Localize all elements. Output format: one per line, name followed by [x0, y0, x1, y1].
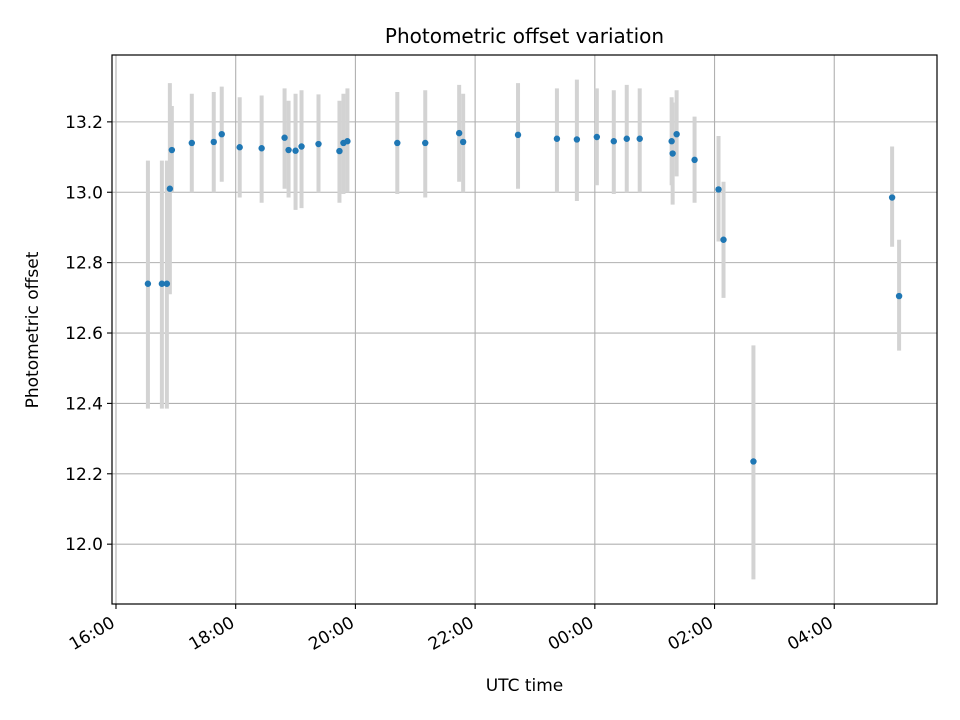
grid-layer [112, 55, 937, 604]
data-point [285, 146, 292, 154]
plot-frame [111, 54, 938, 605]
data-point [188, 139, 196, 147]
data-point [394, 139, 401, 147]
y-tick-label: 13.0 [65, 183, 103, 203]
data-point [888, 194, 896, 201]
data-point [623, 135, 630, 142]
data-point [292, 147, 299, 154]
data-point [750, 458, 757, 465]
data-point [610, 138, 617, 145]
data-point [691, 156, 698, 164]
data-point [298, 143, 305, 150]
data-point [668, 138, 675, 145]
y-tick-label: 12.8 [65, 254, 103, 274]
y-tick-label: 12.6 [65, 324, 103, 344]
data-point [720, 236, 727, 243]
y-axis-label: Photometric offset [23, 251, 43, 408]
data-point [514, 131, 522, 139]
data-point [163, 280, 171, 287]
y-tick-label: 12.4 [65, 394, 103, 414]
data-point [895, 292, 903, 300]
data-point [158, 280, 166, 287]
data-point [636, 135, 643, 142]
data-point [553, 135, 561, 142]
x-axis-label: UTC time [486, 676, 564, 696]
data-point [573, 136, 581, 143]
data-point [236, 144, 243, 151]
data-point [669, 150, 676, 157]
data-point [455, 129, 463, 137]
data-point [210, 138, 217, 146]
data-point [281, 134, 288, 141]
chart-title: Photometric offset variation [385, 24, 664, 48]
data-point [459, 138, 467, 146]
y-tick-label: 13.2 [65, 113, 103, 133]
point-layer [144, 129, 903, 465]
data-point [218, 130, 225, 138]
data-point [593, 133, 601, 141]
data-point [336, 147, 343, 155]
data-point [144, 280, 152, 287]
y-tick-label: 12.0 [65, 535, 103, 555]
data-point [166, 185, 174, 192]
data-point [258, 145, 265, 152]
y-tick-label: 12.2 [65, 465, 103, 485]
data-point [715, 186, 722, 193]
data-point [344, 138, 351, 145]
data-point [422, 139, 429, 147]
data-point [673, 130, 680, 138]
data-point [168, 146, 176, 154]
data-point [315, 140, 322, 148]
